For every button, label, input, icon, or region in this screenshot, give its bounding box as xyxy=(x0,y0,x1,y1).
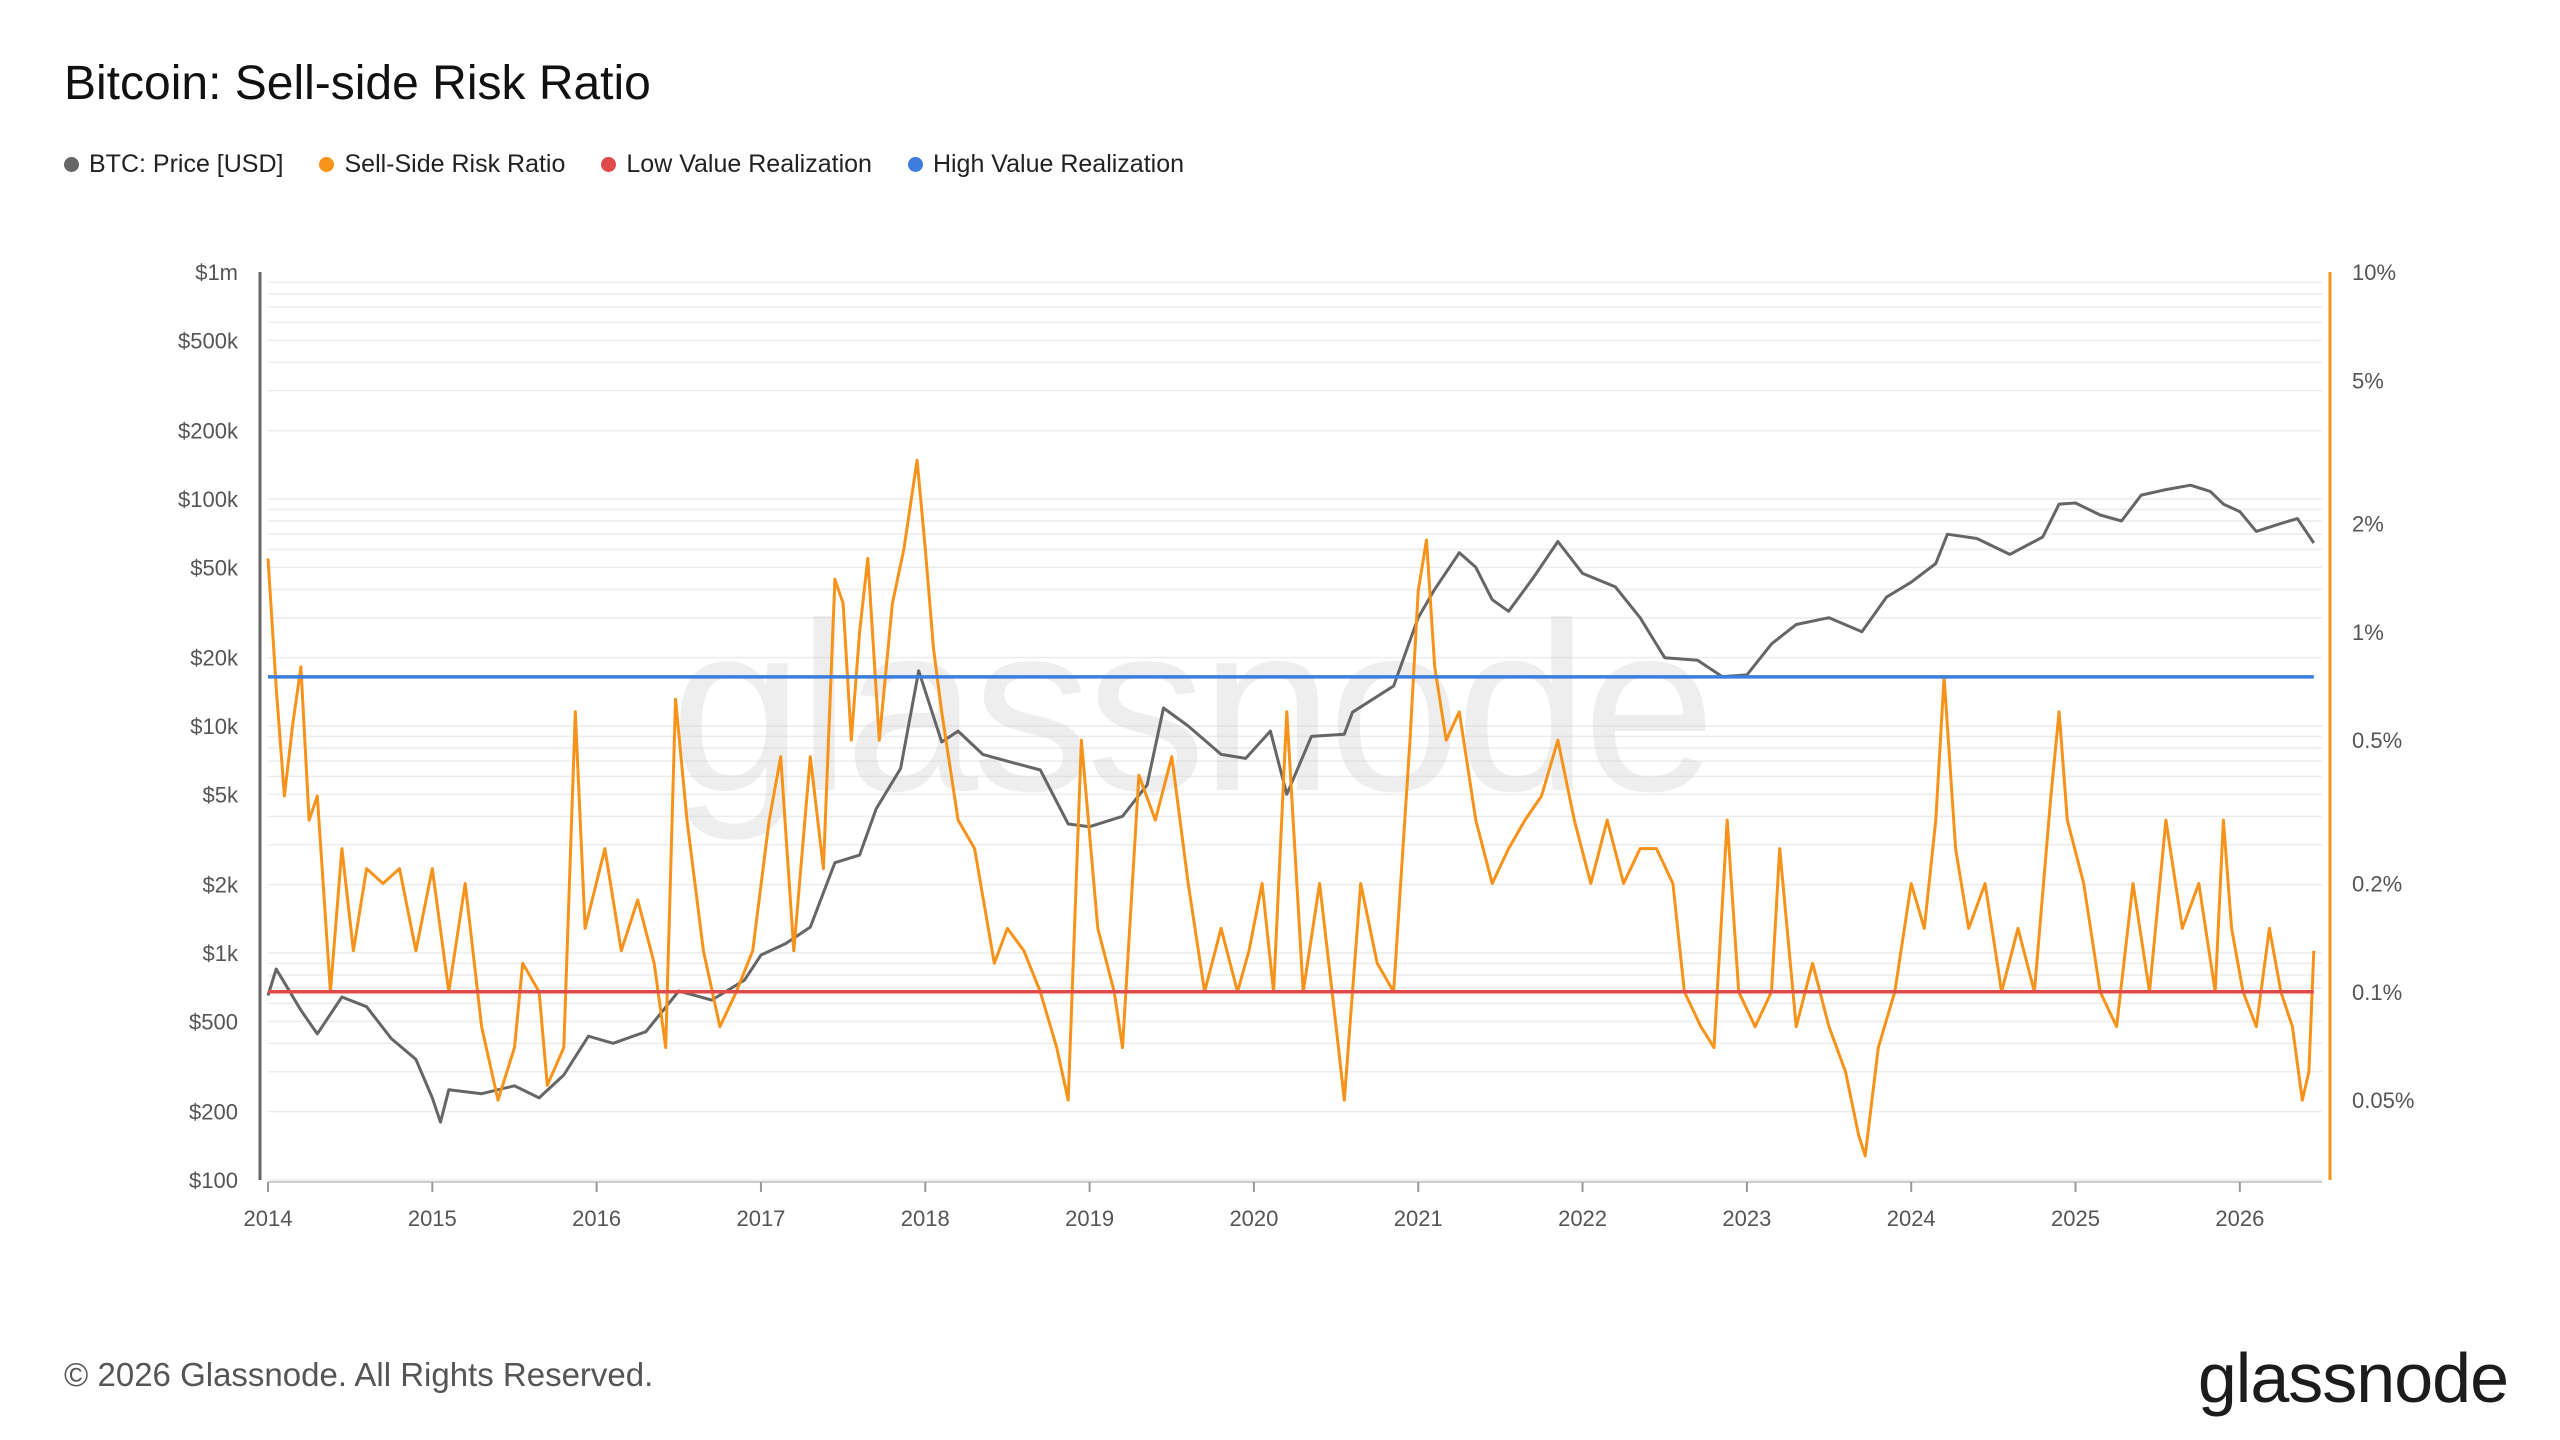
y-left-tick-label: $50k xyxy=(190,555,239,580)
x-tick-label: 2015 xyxy=(408,1206,457,1231)
y-right-tick-label: 0.2% xyxy=(2352,871,2402,896)
legend-dot-price xyxy=(64,157,79,172)
legend-dot-ssr xyxy=(319,157,335,172)
legend-label-low: Low Value Realization xyxy=(626,150,872,178)
legend-item-low[interactable]: Low Value Realization xyxy=(601,150,872,179)
series-group xyxy=(266,458,2316,1158)
y-left-tick-label: $100 xyxy=(189,1168,238,1193)
y-left-tick-label: $1m xyxy=(195,260,238,285)
y-right-tick-label: 1% xyxy=(2352,620,2384,645)
x-tick-label: 2026 xyxy=(2215,1206,2264,1231)
y-left-tick-label: $20k xyxy=(190,646,239,671)
x-tick-label: 2020 xyxy=(1229,1206,1278,1231)
x-tick-label: 2021 xyxy=(1394,1206,1443,1231)
y-right-tick-label: 2% xyxy=(2352,512,2384,537)
legend: BTC: Price [USD] Sell-Side Risk Ratio Lo… xyxy=(64,150,1184,179)
y-left-tick-label: $200k xyxy=(178,419,239,444)
legend-label-ssr: Sell-Side Risk Ratio xyxy=(344,150,566,178)
y-left-tick-label: $5k xyxy=(203,782,239,807)
y-right-tick-label: 0.1% xyxy=(2352,980,2402,1005)
legend-dot-high xyxy=(907,157,923,172)
y-left-tick-label: $100k xyxy=(178,487,239,512)
y-left-tick-label: $500 xyxy=(189,1009,238,1034)
x-tick-label: 2018 xyxy=(901,1206,950,1231)
x-tick-label: 2024 xyxy=(1887,1206,1936,1231)
brand-logo[interactable]: glassnode xyxy=(2197,1339,2509,1417)
y-right-tick-label: 0.5% xyxy=(2352,728,2402,753)
x-tick-label: 2025 xyxy=(2051,1206,2100,1231)
y-left-tick-label: $1k xyxy=(203,941,239,966)
legend-label-price: BTC: Price [USD] xyxy=(89,150,284,178)
x-tick-label: 2023 xyxy=(1722,1206,1771,1231)
axes: $100 $200 $500 $1k $2k $5k $10k $20k $50k $100k $2… xyxy=(178,260,2414,1231)
y-left-tick-label: $2k xyxy=(203,873,239,898)
copyright-footer: © 2026 Glassnode. All Rights Reserved. xyxy=(64,1356,654,1393)
y-left-tick-label: $200 xyxy=(189,1100,238,1125)
grid xyxy=(268,281,2322,1181)
x-tick-label: 2017 xyxy=(736,1206,785,1231)
y-right-tick-label: 10% xyxy=(2352,260,2396,285)
legend-dot-low xyxy=(601,157,617,172)
legend-label-high: High Value Realization xyxy=(932,150,1185,178)
legend-item-ssr[interactable]: Sell-Side Risk Ratio xyxy=(319,150,565,179)
x-tick-label: 2022 xyxy=(1558,1206,1607,1231)
y-left-tick-label: $500k xyxy=(178,328,239,353)
y-right-tick-label: 5% xyxy=(2352,368,2384,393)
series-line-btc-price xyxy=(266,483,2316,1124)
x-tick-label: 2014 xyxy=(244,1206,293,1231)
x-tick-label: 2016 xyxy=(572,1206,621,1231)
y-right-tick-label: 0.05% xyxy=(2352,1088,2414,1113)
legend-item-price[interactable]: BTC: Price [USD] xyxy=(64,150,283,179)
x-tick-label: 2019 xyxy=(1065,1206,1114,1231)
y-left-tick-label: $10k xyxy=(190,714,239,739)
legend-item-high[interactable]: High Value Realization xyxy=(907,150,1185,179)
chart-title: Bitcoin: Sell-side Risk Ratio xyxy=(64,57,651,110)
